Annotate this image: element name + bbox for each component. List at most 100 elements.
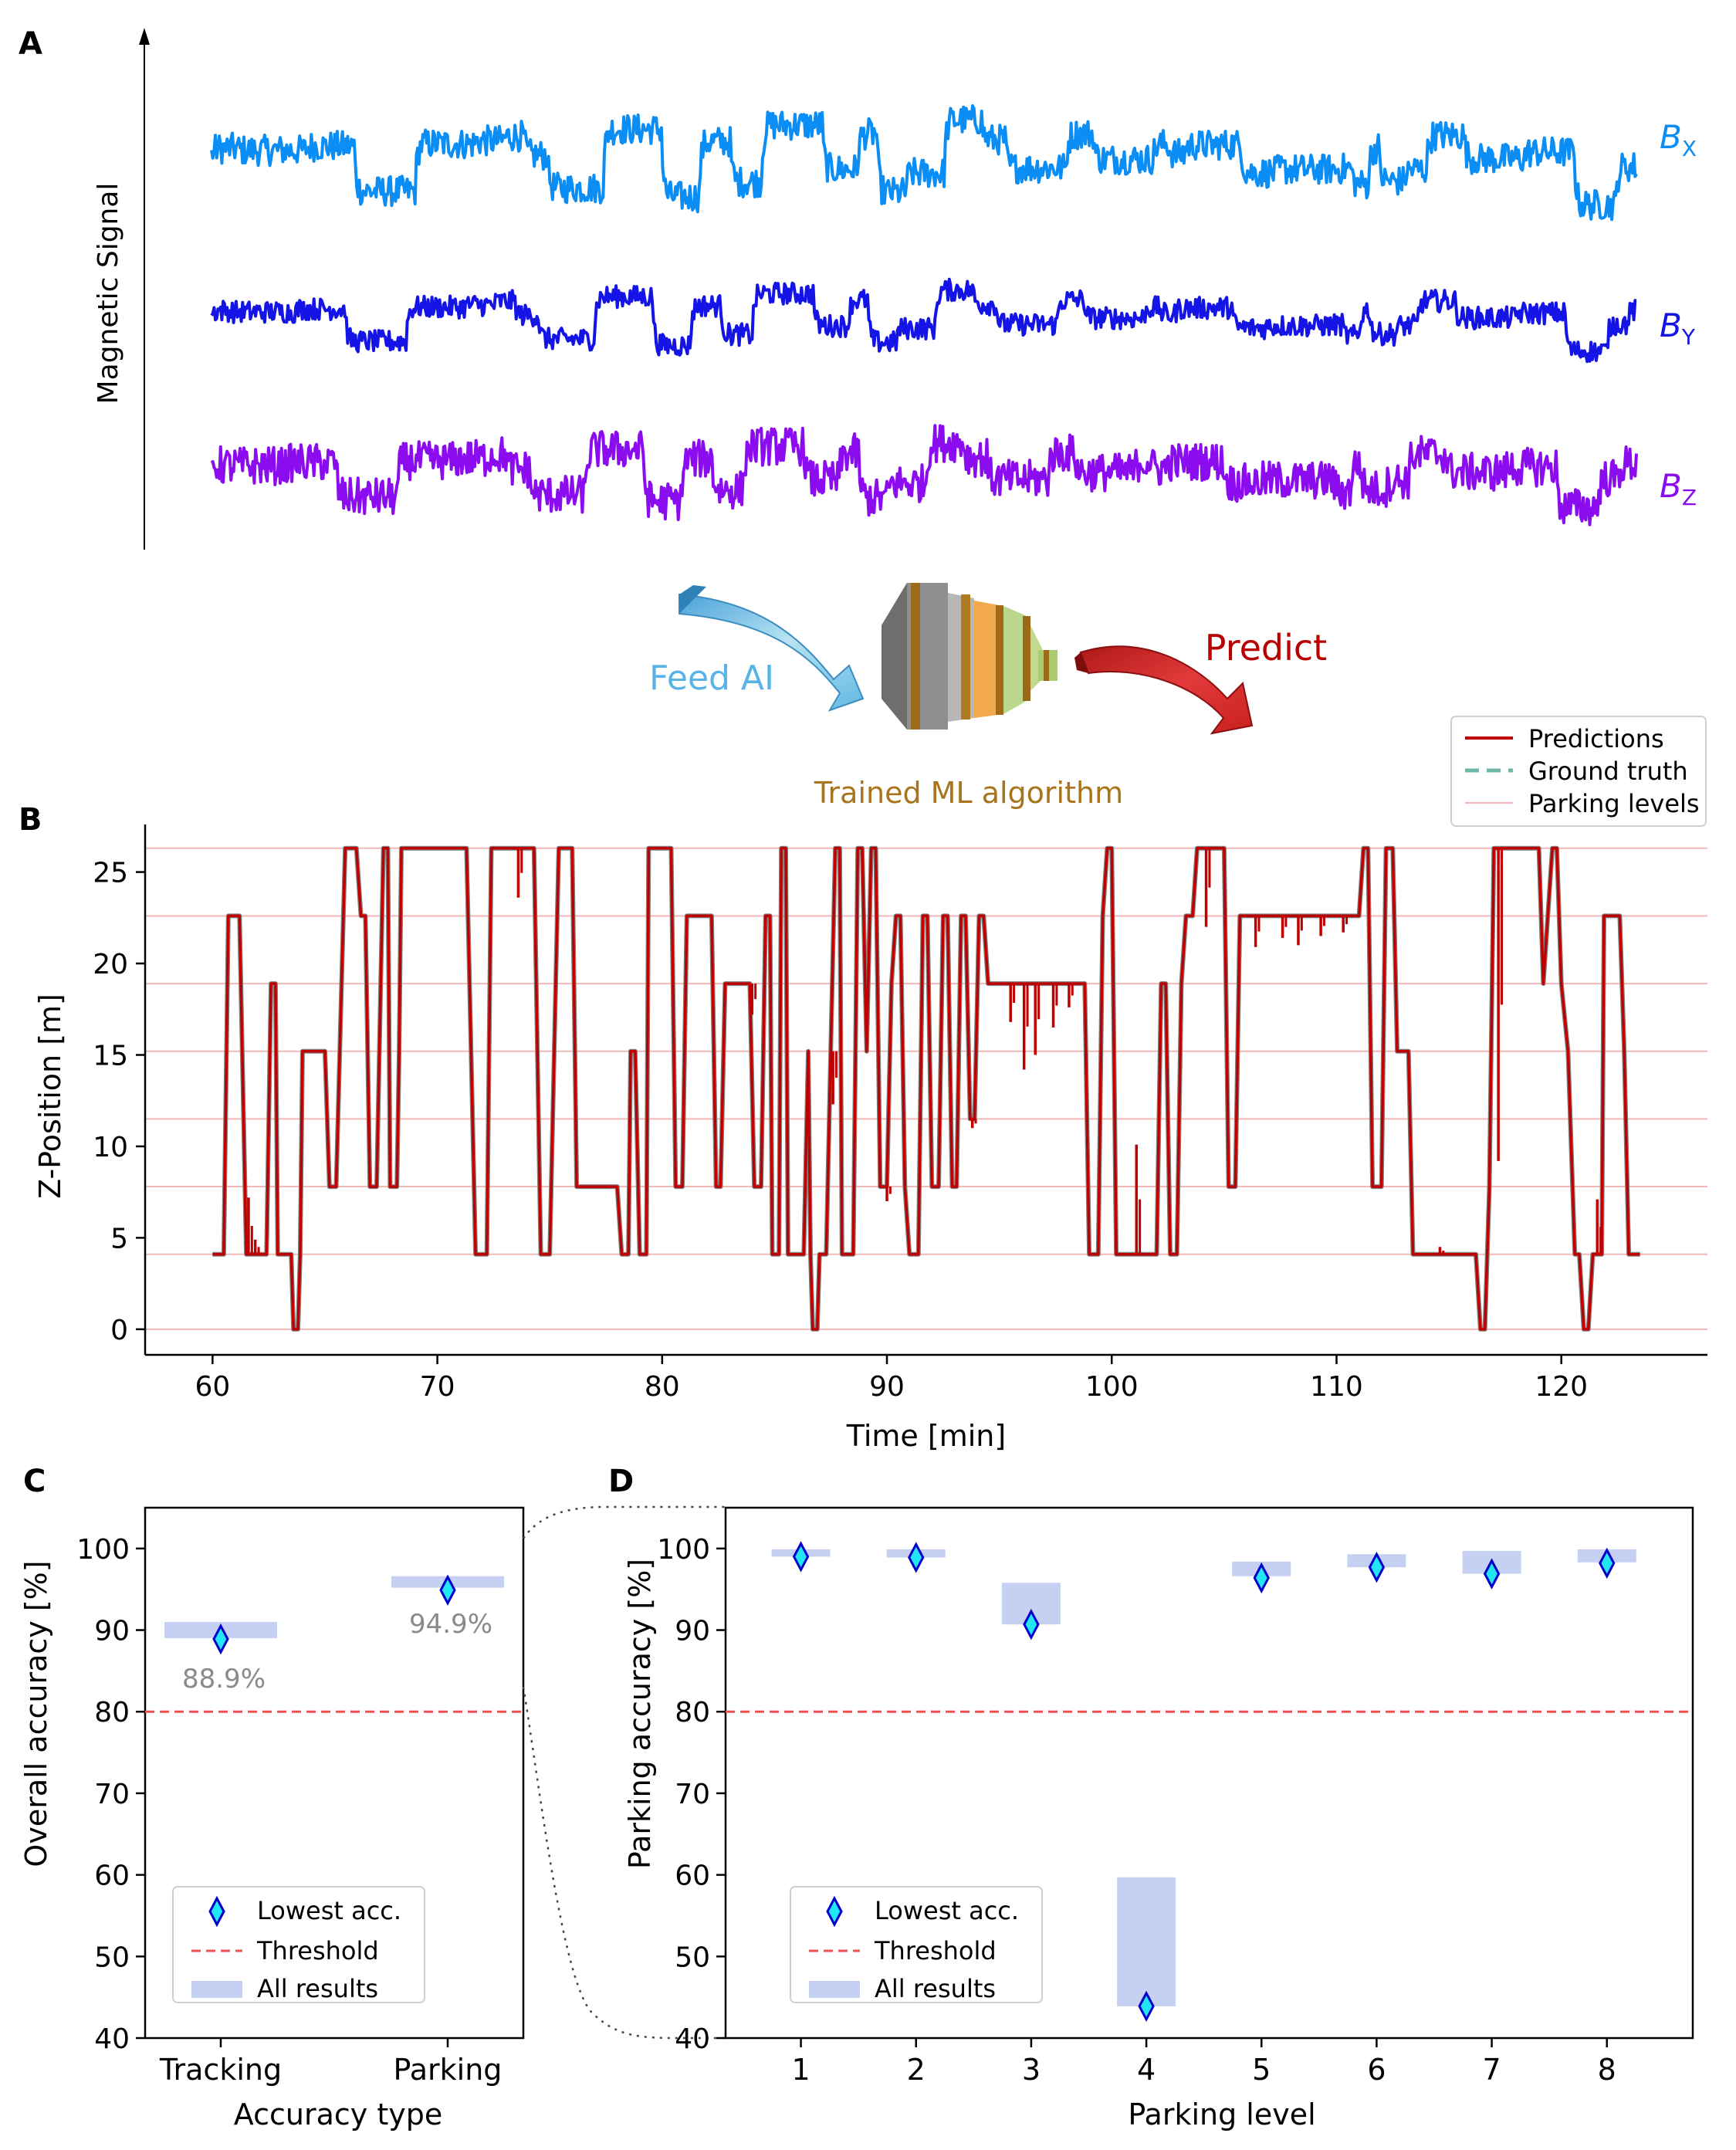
y-tick-label: 80 (94, 1697, 130, 1728)
ground-truth-path (212, 847, 1640, 1331)
lowest-acc-marker (1599, 1547, 1616, 1579)
y-tick-label: 70 (94, 1779, 130, 1810)
lowest-acc-marker (1483, 1558, 1501, 1590)
panel-d-plot: 1 2 3 4 5 6 7 8 40 50 60 70 80 90 100 (657, 1506, 1694, 2087)
panel-c-xlabel: Accuracy type (234, 2098, 442, 2131)
legend-box (172, 1886, 425, 2003)
y-tick-label: 50 (675, 1942, 710, 1973)
y-tick-label: 100 (657, 1534, 710, 1566)
x-tick-label: 60 (195, 1371, 230, 1403)
panel-c-letter: C (23, 1464, 46, 1499)
legend-predictions: Predictions (1528, 724, 1664, 753)
legend-threshold: Threshold (874, 1936, 997, 1965)
panel-b-legend: Predictions Ground truth Parking levels (1450, 716, 1707, 827)
result-band (1117, 1877, 1176, 2006)
predict-label: Predict (1205, 627, 1327, 669)
panel-b-letter: B (19, 802, 42, 838)
x-tick-label: 120 (1535, 1371, 1588, 1403)
bz-label: BZ (1660, 467, 1697, 510)
y-tick-label: 60 (94, 1861, 130, 1892)
y-tick-label: 40 (94, 2023, 130, 2055)
panel-d-ylabel: Parking accuracy [%] (623, 1559, 657, 1869)
x-tick-label: 110 (1310, 1371, 1363, 1403)
lowest-acc-marker (439, 1574, 456, 1606)
legend-band-swatch (191, 1981, 242, 1998)
y-tick-label: 60 (675, 1861, 710, 1892)
legend-box (790, 1886, 1043, 2003)
y-tick-label: 15 (93, 1040, 128, 1072)
x-tick-label: 80 (645, 1371, 680, 1403)
lowest-acc-marker (212, 1623, 229, 1655)
legend-ground-truth: Ground truth (1528, 757, 1688, 786)
lowest-acc-marker (1253, 1562, 1270, 1594)
legend-all-results: All results (875, 1974, 996, 2003)
tracking-annotation: 88.9% (182, 1664, 266, 1695)
legend-diamond-swatch (826, 1895, 843, 1928)
legend-threshold: Threshold (256, 1936, 379, 1965)
panel-c: C Tracking Parking 40 50 60 70 80 90 100 Overall… (19, 1464, 525, 2131)
legend-box (1450, 716, 1707, 827)
lowest-acc-marker (1023, 1608, 1040, 1640)
x-tick-label: 2 (907, 2053, 926, 2087)
panel-d: D 1 2 3 4 5 6 7 8 40 50 60 70 80 90 100 Parking accura… (608, 1464, 1694, 2131)
lowest-acc-marker (792, 1541, 810, 1573)
parking-annotation: 94.9% (409, 1609, 492, 1640)
panel-b-xlabel: Time [min] (846, 1419, 1006, 1453)
y-tick-label: 90 (94, 1616, 130, 1647)
panel-d-legend: Lowest acc. Threshold All results (790, 1886, 1043, 2003)
ml-model-icon (882, 583, 1058, 730)
panel-d-letter: D (608, 1464, 634, 1499)
x-tick-label: Parking (394, 2053, 503, 2087)
x-tick-label: 4 (1137, 2053, 1156, 2087)
x-tick-label: Tracking (159, 2053, 282, 2087)
feed-ai-label: Feed AI (649, 659, 774, 698)
legend-lowest: Lowest acc. (875, 1896, 1019, 1925)
plot-frame (144, 1506, 525, 2040)
x-tick-label: 70 (420, 1371, 455, 1403)
x-tick-label: 90 (869, 1371, 905, 1403)
x-tick-label: 100 (1085, 1371, 1139, 1403)
panel-a-arrow-head (139, 28, 150, 45)
panel-c-plot: Tracking Parking 40 50 60 70 80 90 100 (76, 1506, 525, 2087)
panel-c-legend: Lowest acc. Threshold All results (172, 1886, 425, 2003)
magnetic-signals (210, 104, 1638, 526)
y-tick-label: 5 (110, 1223, 128, 1254)
x-tick-label: 6 (1367, 2053, 1386, 2087)
panel-a-letter: A (19, 26, 42, 62)
y-tick-label: 90 (675, 1616, 710, 1647)
y-tick-label: 100 (76, 1534, 130, 1566)
panel-b: B 60 70 80 90 100 110 120 0 5 10 15 20 25 Time [min]… (19, 716, 1707, 1453)
panel-a: A Magnetic Signal BX BY BZ Feed AI (19, 26, 1697, 810)
panel-b-axes: 60 70 80 90 100 110 120 0 5 10 15 20 25 (93, 824, 1707, 1403)
lowest-acc-marker (908, 1542, 925, 1573)
y-tick-label: 80 (675, 1697, 710, 1728)
lowest-acc-marker (1138, 1990, 1155, 2022)
ml-model-label: Trained ML algorithm (814, 776, 1123, 810)
x-tick-label: 3 (1022, 2053, 1041, 2087)
y-tick-label: 25 (93, 858, 128, 889)
x-tick-label: 5 (1252, 2053, 1271, 2087)
y-tick-label: 0 (110, 1315, 128, 1346)
legend-diamond-swatch (208, 1895, 225, 1928)
panel-a-ylabel: Magnetic Signal (93, 183, 124, 405)
bx-signal-line (210, 104, 1638, 222)
by-label: BY (1660, 306, 1696, 350)
y-tick-label: 10 (93, 1132, 128, 1163)
x-tick-label: 1 (791, 2053, 810, 2087)
x-tick-label: 7 (1482, 2053, 1501, 2087)
plot-frame (724, 1506, 1694, 2040)
legend-parking-levels: Parking levels (1528, 789, 1700, 818)
lowest-acc-marker (1368, 1551, 1386, 1583)
bx-label: BX (1660, 118, 1697, 161)
legend-band-swatch (809, 1981, 860, 1998)
feed-ai-arrow (678, 585, 865, 712)
zoom-connector-top (522, 1505, 726, 1539)
x-tick-label: 8 (1598, 2053, 1616, 2087)
legend-all-results: All results (257, 1974, 378, 2003)
y-tick-label: 20 (93, 949, 128, 980)
panel-d-xlabel: Parking level (1128, 2098, 1315, 2131)
legend-lowest: Lowest acc. (257, 1896, 401, 1925)
y-tick-label: 70 (675, 1779, 710, 1810)
y-tick-label: 50 (94, 1942, 130, 1973)
